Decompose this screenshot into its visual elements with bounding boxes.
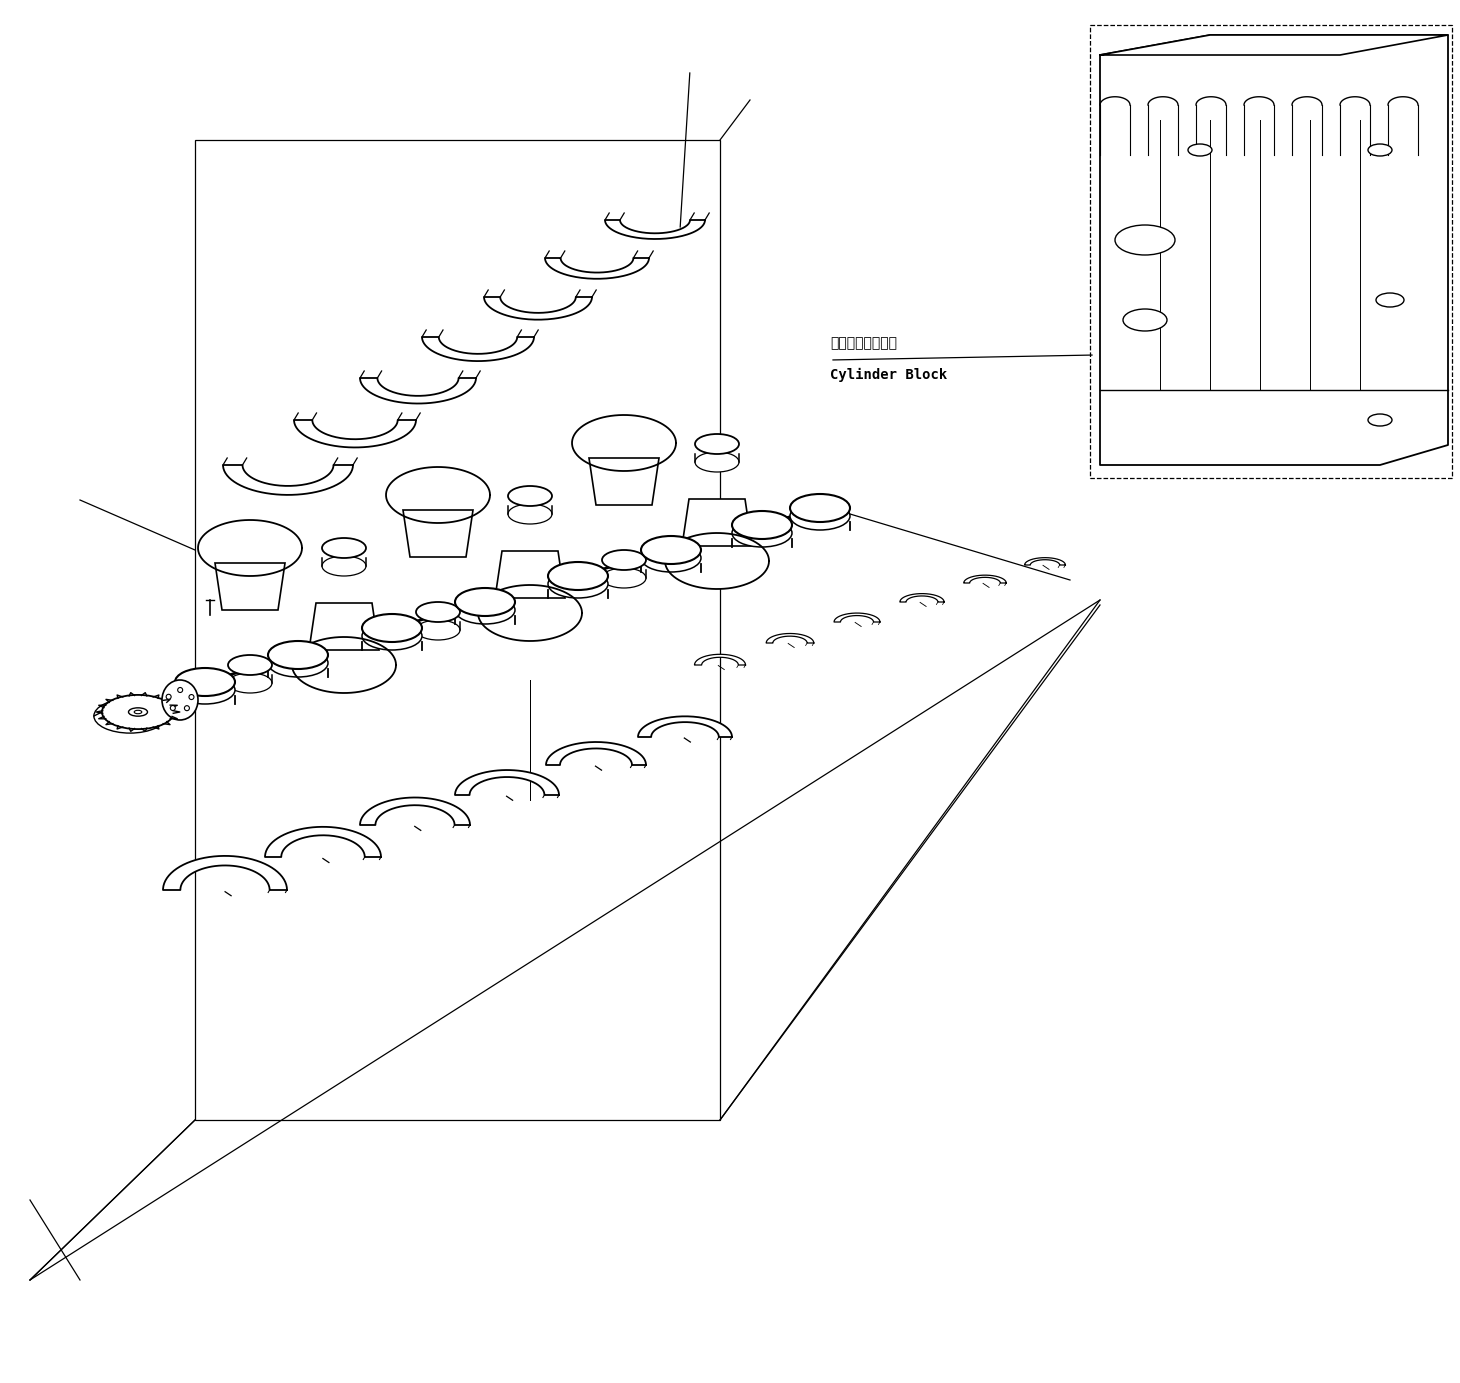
Polygon shape: [361, 378, 476, 404]
Polygon shape: [1099, 35, 1448, 55]
Polygon shape: [215, 563, 285, 610]
Polygon shape: [403, 510, 473, 557]
Polygon shape: [477, 585, 583, 640]
Ellipse shape: [323, 538, 366, 557]
Ellipse shape: [93, 698, 166, 733]
Polygon shape: [766, 633, 813, 643]
Ellipse shape: [128, 708, 147, 716]
Polygon shape: [964, 575, 1006, 584]
Ellipse shape: [1115, 225, 1175, 254]
Polygon shape: [292, 638, 396, 693]
Ellipse shape: [1188, 144, 1212, 156]
Circle shape: [166, 694, 171, 700]
Polygon shape: [899, 593, 945, 602]
Polygon shape: [604, 220, 705, 239]
Polygon shape: [310, 603, 380, 650]
Circle shape: [171, 705, 175, 711]
Ellipse shape: [790, 502, 850, 530]
Ellipse shape: [695, 452, 739, 472]
Ellipse shape: [548, 570, 607, 597]
Polygon shape: [572, 415, 676, 472]
Ellipse shape: [362, 614, 422, 642]
Ellipse shape: [175, 676, 235, 704]
Polygon shape: [1099, 35, 1448, 465]
Ellipse shape: [641, 537, 701, 564]
Ellipse shape: [695, 434, 739, 454]
Circle shape: [178, 687, 182, 693]
Text: Cylinder Block: Cylinder Block: [829, 368, 948, 382]
Ellipse shape: [102, 694, 174, 729]
Polygon shape: [588, 458, 658, 505]
Polygon shape: [164, 856, 288, 891]
Ellipse shape: [508, 485, 552, 506]
Ellipse shape: [731, 510, 791, 539]
Ellipse shape: [134, 711, 142, 714]
Ellipse shape: [548, 561, 607, 591]
Polygon shape: [546, 743, 645, 765]
Ellipse shape: [1368, 144, 1391, 156]
Ellipse shape: [602, 568, 645, 588]
Ellipse shape: [1375, 293, 1405, 307]
Polygon shape: [1025, 557, 1066, 566]
Polygon shape: [666, 532, 769, 589]
Ellipse shape: [323, 556, 366, 575]
Polygon shape: [293, 420, 416, 448]
Polygon shape: [361, 798, 470, 826]
Polygon shape: [638, 716, 731, 737]
Polygon shape: [682, 499, 752, 546]
Polygon shape: [456, 770, 559, 795]
Ellipse shape: [731, 519, 791, 548]
Polygon shape: [223, 465, 353, 495]
Circle shape: [184, 705, 190, 711]
Polygon shape: [495, 550, 565, 597]
Polygon shape: [695, 654, 746, 665]
Ellipse shape: [1368, 414, 1391, 426]
Ellipse shape: [641, 544, 701, 573]
Ellipse shape: [416, 620, 460, 640]
Text: シリンダブロック: シリンダブロック: [829, 336, 896, 350]
Ellipse shape: [602, 550, 645, 570]
Ellipse shape: [269, 649, 328, 678]
Circle shape: [188, 694, 194, 700]
Polygon shape: [266, 827, 381, 857]
Ellipse shape: [456, 596, 515, 624]
Polygon shape: [199, 520, 302, 575]
Polygon shape: [834, 613, 880, 622]
Ellipse shape: [790, 494, 850, 521]
Polygon shape: [385, 467, 491, 523]
Polygon shape: [485, 297, 591, 319]
Ellipse shape: [175, 668, 235, 696]
Polygon shape: [545, 259, 650, 279]
Polygon shape: [422, 337, 534, 361]
Ellipse shape: [508, 503, 552, 524]
Ellipse shape: [416, 602, 460, 622]
Ellipse shape: [1123, 308, 1167, 331]
Ellipse shape: [362, 622, 422, 650]
Ellipse shape: [228, 674, 272, 693]
Ellipse shape: [269, 640, 328, 669]
Ellipse shape: [456, 588, 515, 615]
Ellipse shape: [228, 656, 272, 675]
Ellipse shape: [162, 680, 199, 721]
